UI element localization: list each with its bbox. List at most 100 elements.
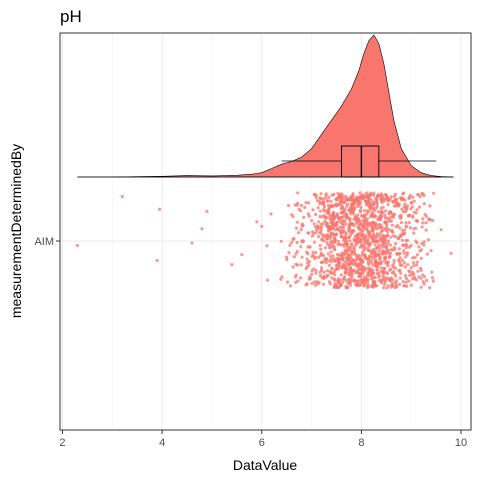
data-point [359,258,363,262]
data-point [334,233,338,237]
data-point [383,213,387,217]
data-point [320,268,324,272]
data-point [370,229,375,233]
data-point [335,267,339,271]
data-point [307,214,311,218]
data-point [386,260,390,264]
data-point [331,212,335,216]
data-point [401,243,405,247]
data-point [294,262,298,266]
data-point [321,282,326,286]
data-point [412,261,416,265]
data-point [344,222,348,226]
data-point [422,240,426,244]
data-point [404,280,408,284]
y-axis-ticks: AIM [34,236,60,248]
data-point [158,207,162,211]
data-point [393,247,397,251]
data-point [386,239,391,243]
data-point [342,209,346,213]
data-point [386,248,390,253]
data-point [347,248,351,252]
data-point [322,208,326,212]
data-point [377,249,381,253]
data-point [391,215,396,219]
data-point [374,234,378,238]
data-point [378,257,382,261]
density-area [77,34,454,178]
data-point [393,192,397,196]
data-point [409,266,413,270]
data-point [388,279,392,283]
data-point [342,200,347,204]
data-point [329,257,333,261]
data-point [400,228,404,232]
data-point [326,209,330,213]
data-point [372,193,376,197]
data-point [337,281,341,285]
data-point [415,253,420,257]
data-point [362,193,366,197]
data-point [352,224,356,228]
data-point [324,196,328,200]
data-point [230,263,234,267]
data-point [319,197,323,201]
data-point [345,240,349,244]
data-point [313,255,318,259]
data-point [393,212,397,216]
data-point [155,258,159,263]
data-point [344,194,348,199]
data-point [290,213,294,217]
data-point [339,283,343,287]
data-point [375,202,379,206]
data-point [385,223,389,228]
data-point [369,198,373,202]
data-point [345,202,350,206]
data-point [397,259,401,263]
data-point [394,283,398,287]
data-point [419,285,423,289]
x-tick-label: 10 [455,437,467,449]
data-point [399,221,403,225]
data-point [361,265,365,269]
data-point [320,266,324,270]
data-point [341,224,345,228]
data-point [329,204,333,208]
data-point [417,245,421,249]
data-point [322,270,326,274]
data-point [367,224,371,228]
data-point [404,208,408,212]
data-point [310,234,315,238]
data-point [415,208,419,212]
data-point [362,213,367,217]
data-point [388,197,392,201]
data-point [348,208,352,213]
data-point [341,280,345,284]
data-point [389,248,393,252]
data-point [410,205,414,209]
data-point [344,279,348,283]
data-point [330,240,334,244]
plot-panel [59,32,472,431]
data-point [318,274,322,278]
data-point [412,272,416,276]
data-point [401,280,405,284]
data-point [391,263,395,268]
data-point [323,219,327,223]
data-point [331,220,335,224]
data-point [394,225,398,229]
data-point [389,267,393,271]
data-point [392,258,396,263]
data-point [411,195,415,199]
data-point [381,205,385,209]
data-point [310,272,314,276]
data-point [365,191,369,195]
data-point [414,226,418,230]
data-point [402,261,406,265]
data-point [372,272,376,276]
data-point [372,200,376,204]
data-point [360,244,364,248]
data-point [371,263,375,267]
data-point [369,214,373,218]
data-point [398,226,402,230]
